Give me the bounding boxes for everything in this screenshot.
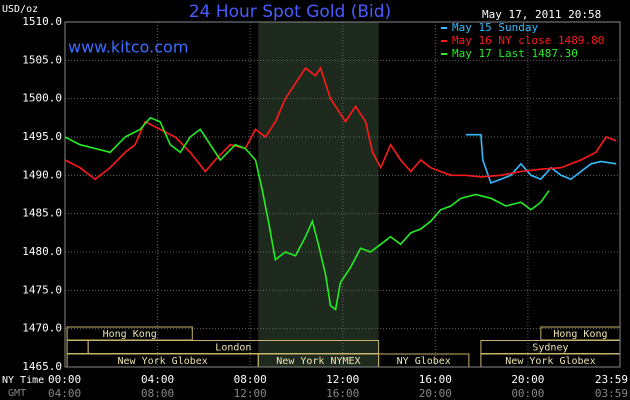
y-tick-label: 1475.0 [22, 283, 62, 296]
y-tick-label: 1505.0 [22, 53, 62, 66]
gmt-tick-label: 03:59 [595, 387, 628, 400]
y-tick-label: 1490.0 [22, 168, 62, 181]
y-tick-label: 1470.0 [22, 322, 62, 335]
session-label: Hong Kong [553, 329, 607, 340]
session-label: London [215, 343, 251, 354]
session-label: New York NYMEX [276, 356, 360, 367]
series-line [465, 133, 617, 185]
session-label: NY Globex [397, 356, 451, 367]
y-tick-label: 1500.0 [22, 92, 62, 105]
y-tick-label: 1510.0 [22, 15, 62, 28]
x-tick-label: 08:00 [234, 373, 267, 386]
x-tick-label: 00:00 [48, 373, 81, 386]
y-tick-label: 1485.0 [22, 207, 62, 220]
y-unit: USD/oz [2, 4, 38, 15]
chart-title: 24 Hour Spot Gold (Bid) [189, 2, 391, 22]
x-tick-label: 12:00 [326, 373, 359, 386]
gmt-tick-label: 20:00 [419, 387, 452, 400]
y-tick-label: 1480.0 [22, 245, 62, 258]
session-label: Hong Kong [103, 329, 157, 340]
series-line [64, 116, 550, 311]
gmt-tick-label: 04:00 [48, 387, 81, 400]
legend-label: May 17 Last 1487.30 [452, 47, 578, 60]
y-tick-label: 1495.0 [22, 130, 62, 143]
highlight-band [258, 22, 379, 367]
session-label: New York Globex [505, 356, 595, 367]
x-tick-label: 20:00 [511, 373, 544, 386]
session-label: Sydney [532, 343, 568, 354]
legend-label: May 16 NY close 1489.80 [452, 34, 604, 47]
timestamp: May 17, 2011 20:58 [482, 8, 601, 21]
gmt-tick-label: 12:00 [234, 387, 267, 400]
x-row-label: GMT [8, 388, 26, 399]
legend-label: May 15 Sunday [452, 21, 538, 34]
gmt-tick-label: 08:00 [141, 387, 174, 400]
x-tick-label: 16:00 [419, 373, 452, 386]
plot-frame [64, 21, 621, 368]
gmt-tick-label: 16:00 [326, 387, 359, 400]
x-tick-label: 04:00 [141, 373, 174, 386]
site: www.kitco.com [68, 38, 188, 57]
gmt-tick-label: 00:00 [511, 387, 544, 400]
y-tick-label: 1465.0 [22, 360, 62, 373]
x-row-label: NY Time [2, 375, 44, 386]
x-tick-label: 23:59 [595, 373, 628, 386]
session-label: New York Globex [118, 356, 208, 367]
